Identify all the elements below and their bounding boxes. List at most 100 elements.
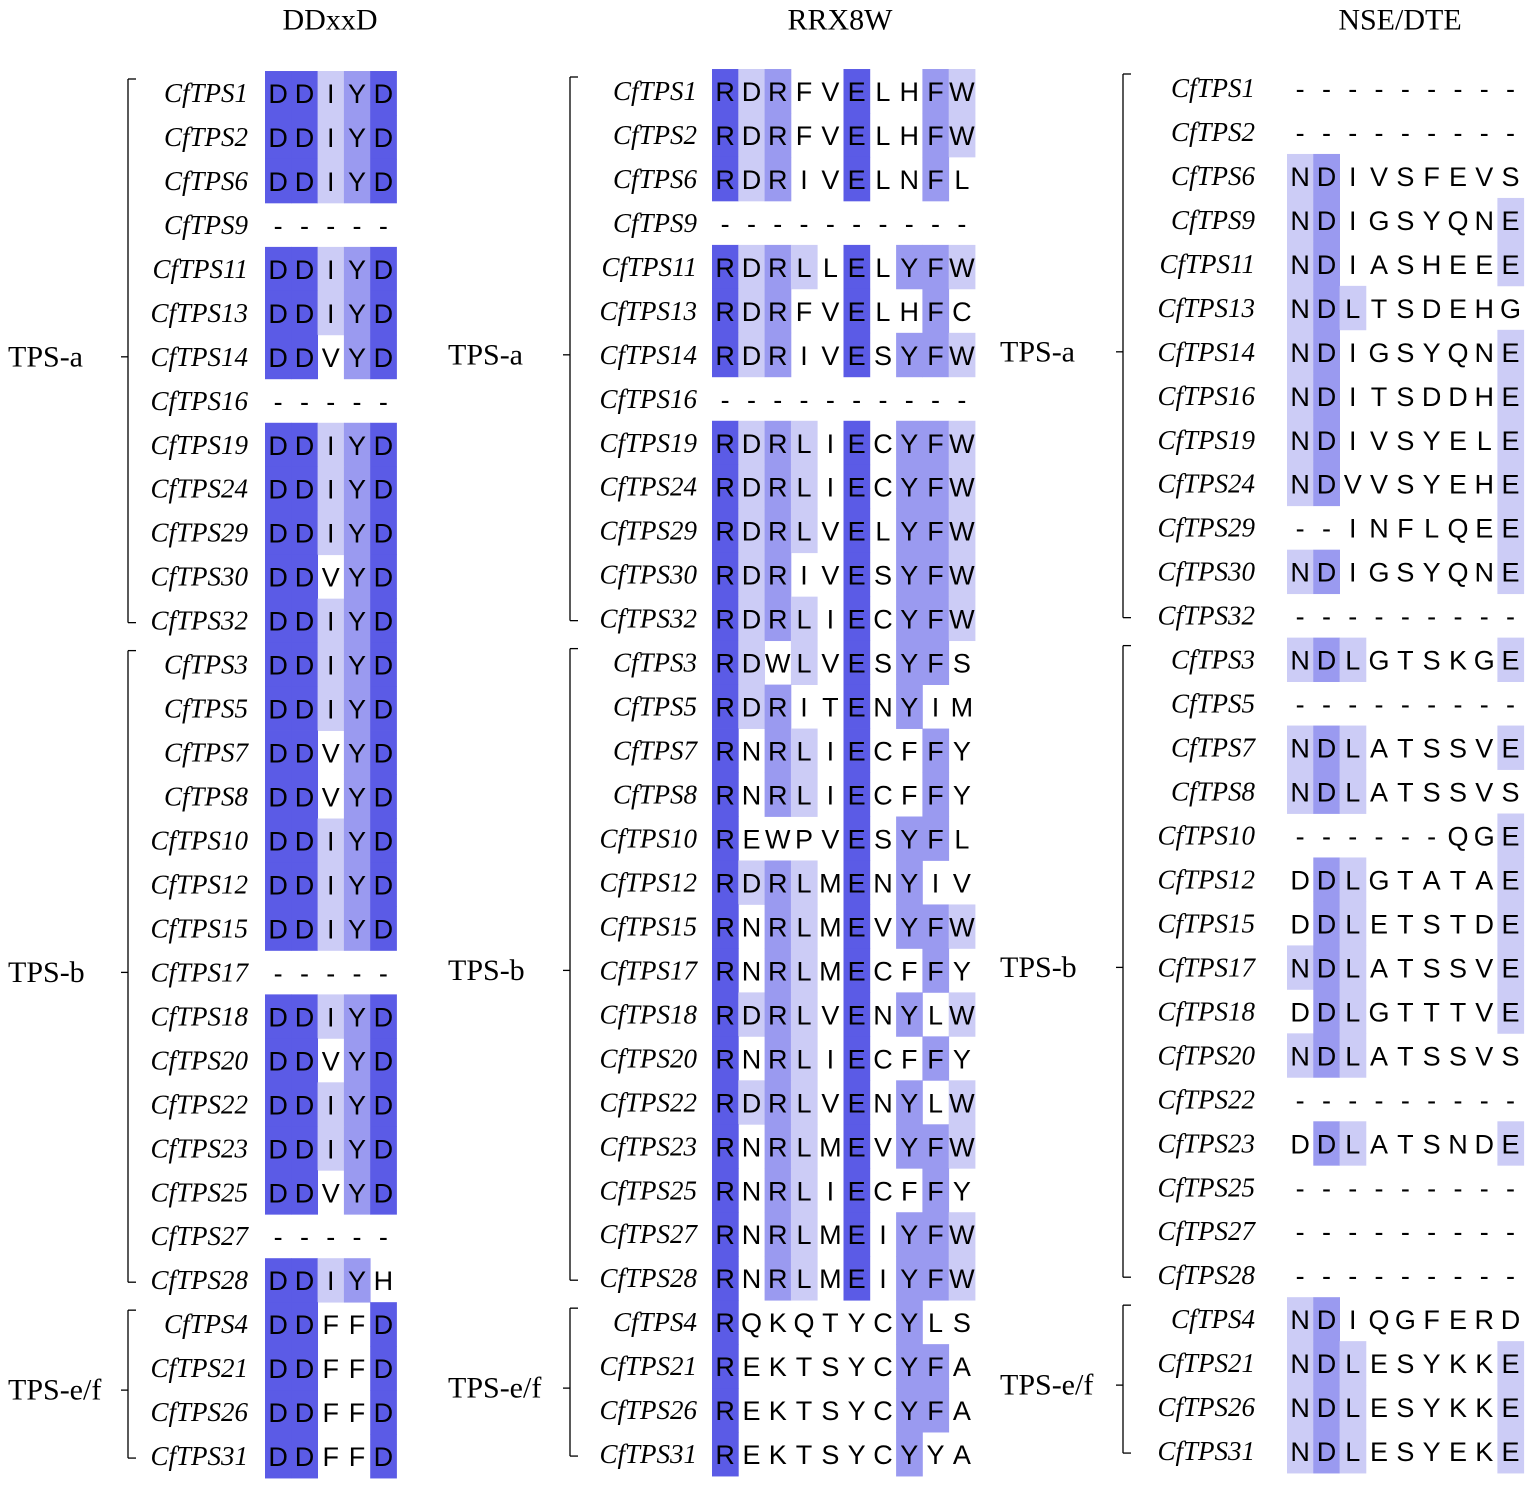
residue-shade xyxy=(1339,1341,1367,1386)
residue: D xyxy=(742,429,762,459)
residue: - xyxy=(379,211,388,241)
group-label: TPS-a xyxy=(1000,335,1075,368)
residue: - xyxy=(1348,690,1357,720)
residue-shade xyxy=(948,112,976,158)
residue: D xyxy=(374,79,394,109)
residue: D xyxy=(295,1398,315,1428)
sequence-name: CfTPS27 xyxy=(1157,1216,1256,1246)
residue: C xyxy=(873,1396,893,1426)
residue-shade xyxy=(738,288,765,334)
residue: - xyxy=(1322,514,1331,544)
residue-shade xyxy=(790,772,818,817)
residue: I xyxy=(327,607,335,637)
residue: L xyxy=(1345,865,1360,895)
residue: N xyxy=(1290,1349,1310,1379)
residue: Y xyxy=(900,1220,918,1250)
residue: D xyxy=(268,1046,288,1076)
residue: T xyxy=(1371,382,1388,412)
residue-shade xyxy=(265,1346,292,1391)
residue: D xyxy=(295,1266,315,1296)
residue: E xyxy=(1502,426,1520,456)
residue-shade xyxy=(764,1256,792,1301)
residue: D xyxy=(295,783,315,813)
residue-shade xyxy=(343,1126,371,1171)
residue-shade xyxy=(291,1434,318,1479)
residue: E xyxy=(1502,1437,1520,1467)
residue: I xyxy=(327,651,335,681)
residue: - xyxy=(1375,118,1384,148)
residue: - xyxy=(1375,821,1384,851)
residue-shade xyxy=(291,1390,318,1435)
residue-shade xyxy=(1497,901,1525,946)
residue: I xyxy=(327,1134,335,1164)
residue: - xyxy=(1348,74,1357,104)
residue: N xyxy=(1290,953,1310,983)
residue: M xyxy=(819,868,842,898)
residue: E xyxy=(848,1088,866,1118)
residue: Y xyxy=(900,1000,918,1030)
residue: C xyxy=(873,605,893,635)
residue-shade xyxy=(712,684,739,729)
residue: F xyxy=(927,1352,944,1382)
residue: Y xyxy=(900,341,918,371)
residue: - xyxy=(1506,602,1515,632)
residue-shade xyxy=(843,1036,871,1081)
residue: D xyxy=(1422,382,1442,412)
residue-shade xyxy=(291,466,318,512)
residue-shade xyxy=(343,730,371,775)
residue: - xyxy=(300,958,309,988)
residue-shade xyxy=(343,422,371,468)
residue: E xyxy=(1370,1393,1388,1423)
residue: E xyxy=(1502,382,1520,412)
residue-shade xyxy=(265,114,292,160)
residue: I xyxy=(1349,338,1357,368)
residue: - xyxy=(1427,74,1436,104)
residue: - xyxy=(1480,1261,1489,1291)
residue: - xyxy=(878,209,887,239)
panel-title: DDxxD xyxy=(283,4,378,37)
residue: E xyxy=(1370,909,1388,939)
sequence-name: CfTPS20 xyxy=(150,1045,248,1075)
residue-shade xyxy=(948,552,976,598)
residue-shade xyxy=(790,1168,818,1213)
residue: N xyxy=(1290,1305,1310,1335)
residue-shade xyxy=(948,244,976,290)
residue-shade xyxy=(712,332,739,378)
residue: L xyxy=(823,253,838,283)
residue: K xyxy=(1475,1349,1493,1379)
residue-shade xyxy=(1497,725,1525,770)
residue-shade xyxy=(922,244,950,290)
residue: I xyxy=(327,79,335,109)
residue: L xyxy=(797,429,812,459)
residue-shade xyxy=(738,464,765,510)
residue: S xyxy=(874,649,892,679)
residue-shade xyxy=(370,1170,397,1215)
residue: R xyxy=(715,429,735,459)
residue: V xyxy=(821,297,839,327)
residue-shade xyxy=(764,288,792,334)
residue: E xyxy=(742,1396,760,1426)
residue: D xyxy=(742,693,762,723)
residue-shade xyxy=(738,1080,765,1125)
residue: D xyxy=(295,167,315,197)
residue: D xyxy=(268,431,288,461)
residue: R xyxy=(768,517,788,547)
residue: E xyxy=(848,121,866,151)
residue-shade xyxy=(317,994,345,1039)
residue: V xyxy=(821,517,839,547)
residue-shade xyxy=(1497,505,1525,551)
residue: E xyxy=(1370,1349,1388,1379)
residue: - xyxy=(1375,1217,1384,1247)
residue: V xyxy=(1370,470,1388,500)
residue: S xyxy=(874,341,892,371)
residue-shade xyxy=(291,422,318,468)
residue: - xyxy=(1401,602,1410,632)
residue: K xyxy=(769,1440,787,1470)
residue-shade xyxy=(896,1300,923,1345)
residue: - xyxy=(1401,118,1410,148)
residue-shade xyxy=(1313,1341,1340,1386)
residue: - xyxy=(1296,602,1305,632)
residue-shade xyxy=(922,1036,950,1081)
residue: N xyxy=(1290,426,1310,456)
residue: Y xyxy=(900,1132,918,1162)
